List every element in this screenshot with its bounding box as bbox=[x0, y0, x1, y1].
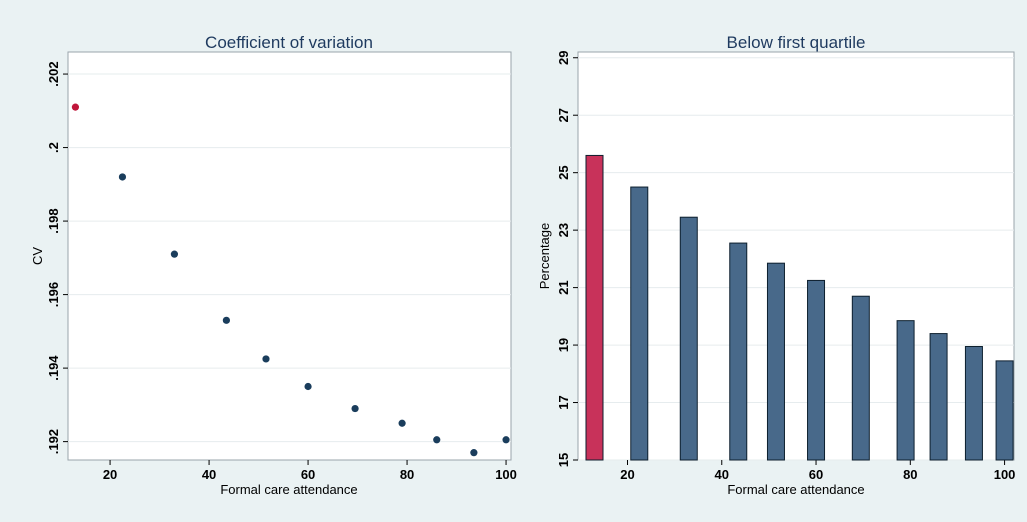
bar bbox=[995, 360, 1014, 461]
quartile-x-axis-label: Formal care attendance bbox=[727, 482, 864, 497]
y-tick-label: .192 bbox=[46, 429, 61, 454]
y-tick-label: 19 bbox=[556, 338, 571, 352]
cv-chart-title: Coefficient of variation bbox=[205, 33, 373, 52]
x-tick-label: 40 bbox=[715, 467, 729, 482]
y-tick-label: 21 bbox=[556, 280, 571, 294]
x-tick-label: 100 bbox=[495, 467, 517, 482]
x-tick-label: 80 bbox=[400, 467, 414, 482]
x-tick-label: 40 bbox=[202, 467, 216, 482]
y-tick-label: 29 bbox=[556, 51, 571, 65]
x-tick-label: 60 bbox=[809, 467, 823, 482]
bar bbox=[929, 333, 948, 461]
data-point bbox=[118, 173, 127, 181]
x-tick-label: 60 bbox=[301, 467, 315, 482]
quartile-y-axis-label: Percentage bbox=[537, 223, 552, 290]
y-tick-label: .2 bbox=[46, 142, 61, 153]
y-tick-label: 25 bbox=[556, 165, 571, 179]
cv-y-axis-label: CV bbox=[30, 247, 45, 265]
y-tick-label: 23 bbox=[556, 223, 571, 237]
data-point bbox=[351, 404, 359, 413]
data-point bbox=[170, 250, 179, 258]
data-point bbox=[222, 316, 230, 324]
bar bbox=[896, 320, 915, 461]
bar bbox=[851, 295, 870, 461]
highlighted-bar bbox=[585, 154, 604, 461]
data-point bbox=[304, 382, 312, 391]
bar bbox=[964, 346, 983, 461]
y-tick-label: .194 bbox=[46, 355, 61, 381]
x-tick-label: 100 bbox=[994, 467, 1016, 482]
bar bbox=[766, 262, 785, 461]
y-tick-label: 15 bbox=[556, 453, 571, 467]
x-tick-label: 80 bbox=[903, 467, 917, 482]
bar bbox=[729, 242, 748, 461]
bar bbox=[630, 186, 649, 461]
highlighted-data-point bbox=[71, 103, 80, 111]
cv-scatter-chart: .192 .194 .196 .198 .2 .202 20 40 60 80 100 Coeff… bbox=[30, 33, 517, 497]
quartile-bar-chart: 15 17 19 21 23 25 27 29 20 40 60 80 100 Below first… bbox=[537, 33, 1015, 497]
x-tick-label: 20 bbox=[620, 467, 634, 482]
quartile-chart-title: Below first quartile bbox=[727, 33, 866, 52]
x-tick-label: 20 bbox=[103, 467, 117, 482]
data-point bbox=[470, 449, 478, 457]
cv-x-axis-label: Formal care attendance bbox=[220, 482, 357, 497]
y-tick-label: 17 bbox=[556, 395, 571, 409]
data-point bbox=[502, 436, 510, 444]
data-point bbox=[433, 436, 441, 444]
bar bbox=[679, 216, 698, 461]
y-tick-label: .196 bbox=[46, 282, 61, 307]
data-point bbox=[262, 355, 270, 363]
y-tick-label: 27 bbox=[556, 108, 571, 122]
y-tick-label: .198 bbox=[46, 208, 61, 233]
cv-plot-area bbox=[67, 51, 512, 461]
data-point bbox=[398, 419, 406, 427]
bar bbox=[807, 279, 826, 461]
y-tick-label: .202 bbox=[46, 61, 61, 86]
